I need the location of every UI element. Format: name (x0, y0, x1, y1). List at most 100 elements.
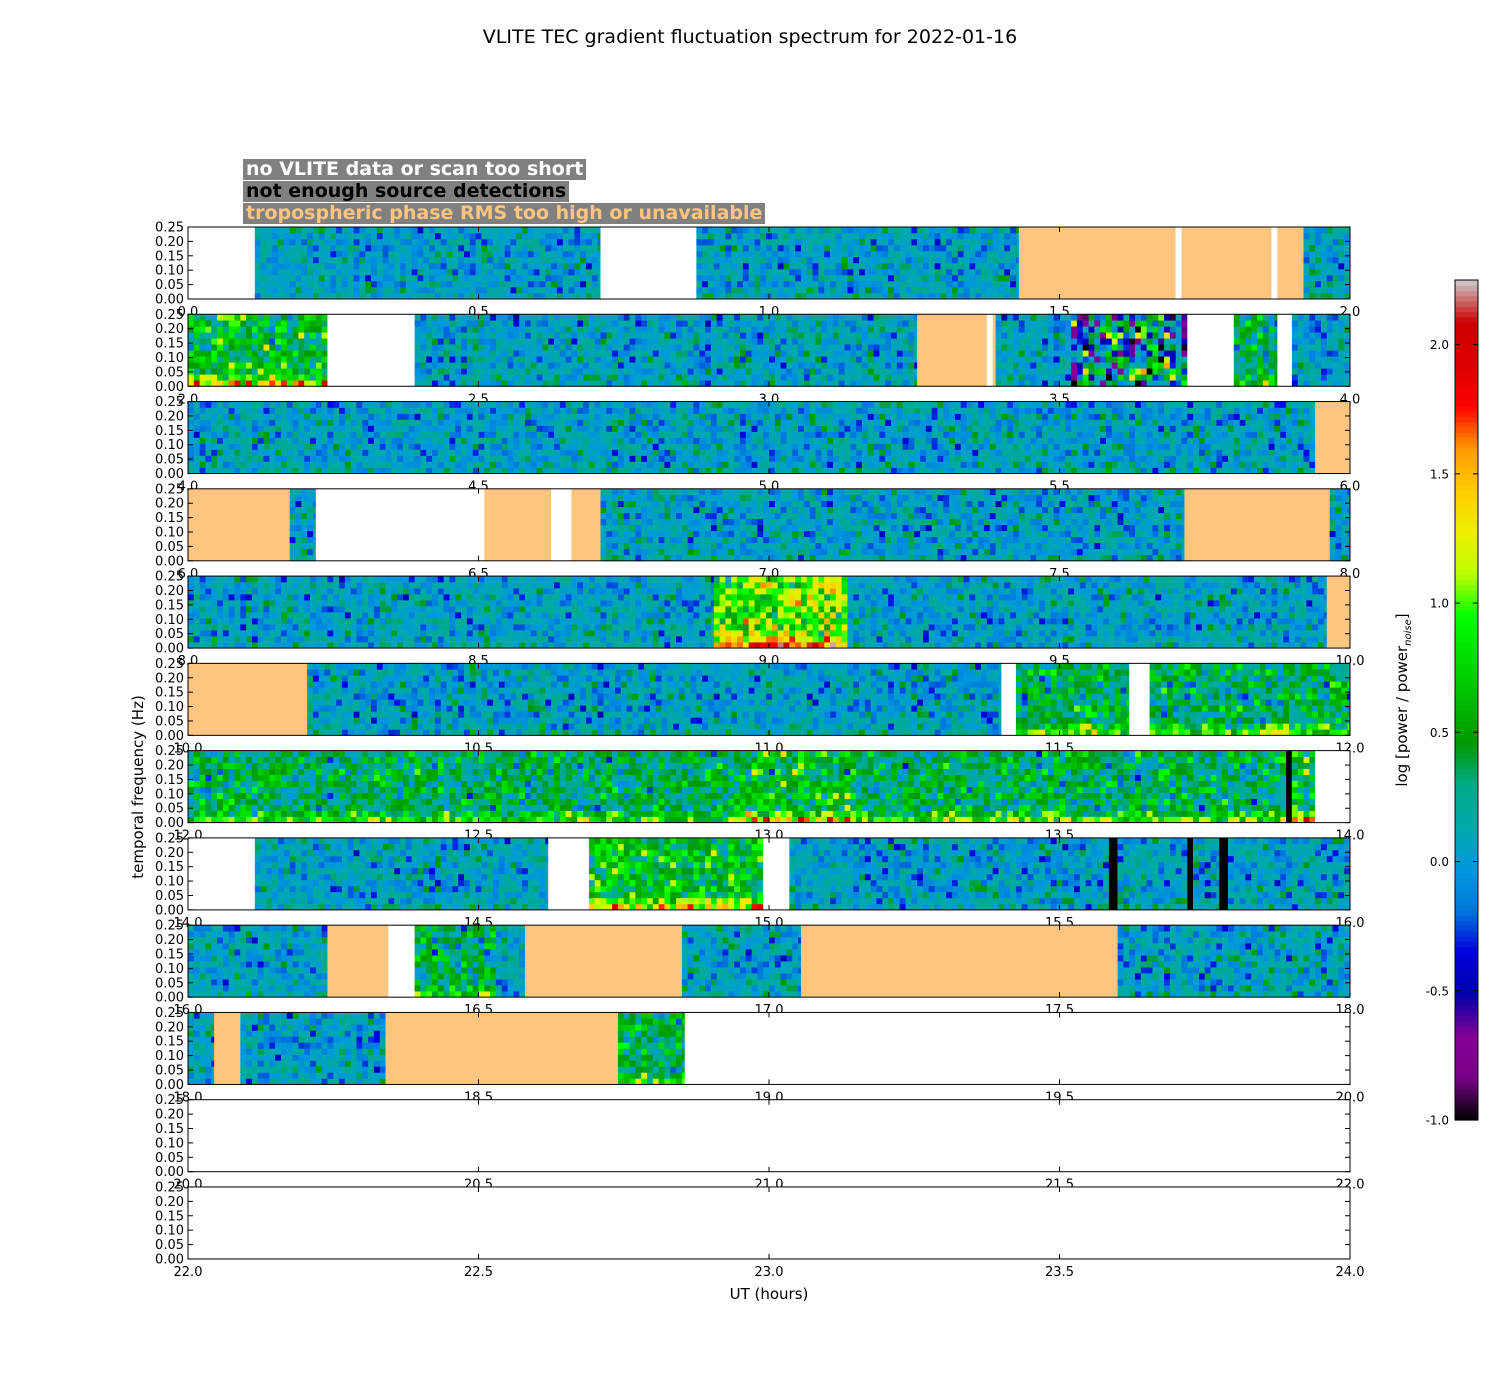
spectrum-cell (693, 431, 700, 438)
spectrum-cell (934, 287, 941, 294)
spectrum-cell (754, 281, 761, 288)
spectrum-cell (792, 431, 799, 438)
spectrum-cell (757, 419, 764, 426)
spectrum-cell (681, 467, 689, 474)
spectrum-cell (899, 269, 907, 276)
spectrum-cell (827, 338, 834, 345)
spectrum-cell (838, 368, 846, 375)
spectrum-cell (597, 227, 602, 234)
spectrum-cell (330, 293, 337, 300)
spectrum-cell (1123, 320, 1130, 327)
spectrum-cell (693, 320, 700, 327)
spectrum-cell (385, 431, 392, 438)
spectrum-cell (789, 293, 796, 300)
spectrum-cell (539, 233, 546, 240)
spectrum-cell (774, 431, 782, 438)
spectrum-cell (1303, 287, 1310, 294)
spectrum-cell (432, 368, 439, 375)
spectrum-cell (1268, 320, 1275, 327)
spectrum-cell (873, 368, 880, 375)
spectrum-cell (710, 461, 718, 468)
spectrum-cell (493, 251, 500, 258)
spectrum-cell (527, 287, 535, 294)
spectrum-cell (1140, 356, 1148, 363)
spectrum-cell (1303, 269, 1310, 276)
spectrum-cell (321, 332, 328, 339)
spectrum-cell (301, 257, 308, 264)
spectrum-cell (635, 326, 642, 333)
spectrum-cell (600, 401, 607, 408)
spectrum-cell (385, 437, 392, 444)
spectrum-cell (957, 269, 965, 276)
spectrum-cell (411, 251, 418, 258)
spectrum-cell (594, 437, 602, 444)
spectrum-cell (844, 413, 851, 420)
spectrum-cell (423, 293, 430, 300)
spectrum-cell (629, 407, 636, 414)
spectrum-cell (461, 419, 468, 426)
spectrum-cell (330, 275, 337, 282)
spectrum-cell (469, 233, 477, 240)
spectrum-cell (368, 407, 375, 414)
spectrum-cell (583, 431, 590, 438)
spectrum-cell (577, 350, 584, 357)
spectrum-cell (821, 326, 828, 333)
spectrum-cell (658, 419, 665, 426)
spectrum-cell (257, 461, 265, 468)
spectrum-cell (490, 455, 497, 462)
spectrum-cell (327, 449, 334, 456)
spectrum-cell (577, 314, 584, 321)
spectrum-cell (1303, 245, 1310, 252)
spectrum-cell (205, 338, 212, 345)
spectrum-cell (952, 227, 959, 234)
spectrum-cell (298, 467, 305, 474)
spectrum-cell (466, 425, 474, 432)
spectrum-cell (490, 338, 497, 345)
spectrum-cell (763, 425, 770, 432)
spectrum-cell (365, 275, 372, 282)
spectrum-cell (658, 356, 665, 363)
spectrum-cell (495, 443, 503, 450)
spectrum-cell (228, 443, 235, 450)
spectrum-cell (205, 455, 212, 462)
spectrum-cell (1030, 368, 1037, 375)
spectrum-cell (670, 455, 677, 462)
spectrum-cell (1007, 362, 1014, 369)
spectrum-cell (1303, 356, 1310, 363)
spectrum-cell (562, 263, 570, 270)
spectrum-cell (891, 461, 898, 468)
spectrum-cell (873, 407, 880, 414)
spectrum-cell (745, 443, 753, 450)
spectrum-cell (432, 425, 439, 432)
spectrum-cell (554, 350, 561, 357)
spectrum-cell (757, 320, 764, 327)
spectrum-cell (832, 368, 840, 375)
spectrum-cell (530, 374, 538, 381)
spectrum-cell (1309, 263, 1316, 270)
spectrum-cell (879, 332, 886, 339)
spectrum-cell (635, 431, 642, 438)
spectrum-cell (681, 407, 689, 414)
spectrum-cell (821, 413, 828, 420)
spectrum-cell (710, 380, 718, 387)
spectrum-cell (542, 455, 549, 462)
spectrum-cell (353, 257, 360, 264)
spectrum-cell (771, 287, 779, 294)
spectrum-cell (1164, 338, 1171, 345)
spectrum-cell (263, 338, 270, 345)
spectrum-cell (283, 227, 291, 234)
data-segment (1291, 314, 1351, 387)
spectrum-cell (1117, 374, 1124, 381)
spectrum-cell (426, 362, 433, 369)
spectrum-cell (763, 332, 770, 339)
spectrum-cell (693, 314, 700, 321)
spectrum-cell (1326, 293, 1334, 300)
spectrum-cell (940, 251, 947, 258)
spectrum-cell (449, 356, 456, 363)
spectrum-cell (217, 437, 224, 444)
spectrum-cell (800, 263, 808, 270)
spectrum-cell (763, 467, 770, 474)
spectrum-cell (222, 368, 230, 375)
spectrum-cell (867, 443, 875, 450)
spectrum-cell (835, 257, 843, 264)
